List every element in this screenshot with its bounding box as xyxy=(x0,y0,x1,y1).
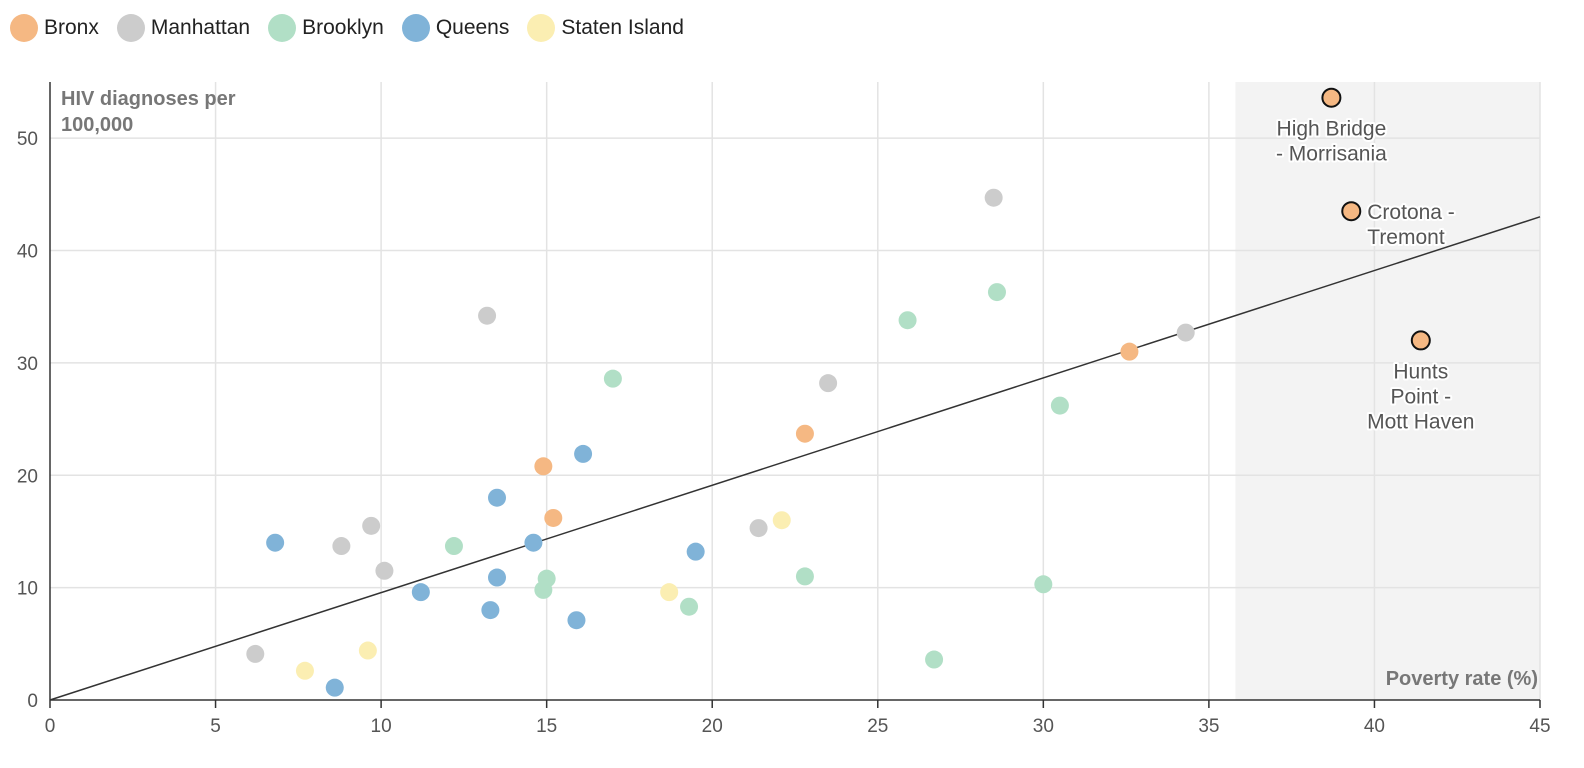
point-queens[interactable] xyxy=(686,542,705,561)
legend-swatch xyxy=(527,14,556,42)
legend-item-bronx[interactable]: Bronx xyxy=(10,14,99,42)
point-manhattan[interactable] xyxy=(749,519,768,538)
x-tick-label: 5 xyxy=(210,716,221,737)
legend-item-staten-island[interactable]: Staten Island xyxy=(527,14,684,42)
annotation-line: - Morrisania xyxy=(1276,143,1387,166)
point-manhattan[interactable] xyxy=(246,644,265,663)
annotation-line: Point - xyxy=(1390,385,1451,408)
point-manhattan[interactable] xyxy=(984,188,1003,207)
y-tick-label: 40 xyxy=(17,242,38,263)
point-brooklyn[interactable] xyxy=(925,650,944,669)
point-brooklyn[interactable] xyxy=(537,569,556,588)
annotation-label: Hunts Point -Mott Haven xyxy=(1367,360,1474,433)
point-queens[interactable] xyxy=(266,533,285,552)
y-tick-label: 0 xyxy=(27,691,38,712)
x-tick-label: 0 xyxy=(45,716,56,737)
highlighted-point[interactable] xyxy=(1410,330,1431,351)
y-axis-title-line2: 100,000 xyxy=(61,114,133,136)
y-tick-label: 10 xyxy=(17,579,38,600)
x-tick-label: 35 xyxy=(1198,716,1219,737)
x-tick-label: 30 xyxy=(1033,716,1054,737)
x-axis-title: Poverty rate (%) xyxy=(1386,668,1538,690)
point-manhattan[interactable] xyxy=(478,306,497,325)
annotations-layer: High Bridge - Morrisania Crotona -Tremont H… xyxy=(1274,116,1477,436)
point-bronx[interactable] xyxy=(534,457,553,476)
highlighted-point[interactable] xyxy=(1341,201,1362,222)
annotation-line: Mott Haven xyxy=(1367,410,1474,433)
annotation-label: Crotona -Tremont xyxy=(1367,201,1455,249)
trend-line-layer xyxy=(49,216,1541,701)
annotation-line: High Bridge xyxy=(1277,118,1387,141)
point-brooklyn[interactable] xyxy=(444,537,463,556)
legend-label: Brooklyn xyxy=(302,16,384,39)
legend-item-brooklyn[interactable]: Brooklyn xyxy=(268,14,384,42)
point-manhattan[interactable] xyxy=(332,537,351,556)
point-manhattan[interactable] xyxy=(362,516,381,535)
legend-swatch xyxy=(10,14,38,42)
axis-layer: 0 5 10 15 20 25 30 35 40 45 0 10 20 30 40 50 xyxy=(17,82,1551,737)
highlighted-point[interactable] xyxy=(1321,87,1342,108)
point-manhattan[interactable] xyxy=(1176,323,1195,342)
annotation-label: High Bridge - Morrisania xyxy=(1276,118,1387,166)
point-brooklyn[interactable] xyxy=(987,283,1006,302)
y-tick-label: 20 xyxy=(17,466,38,487)
point-bronx[interactable] xyxy=(795,424,814,443)
point-queens[interactable] xyxy=(411,583,430,602)
legend-label: Manhattan xyxy=(150,16,251,39)
y-tick-label: 30 xyxy=(17,354,38,375)
legend-label: Staten Island xyxy=(561,16,684,39)
point-bronx[interactable] xyxy=(1120,342,1139,361)
annotation-line: Tremont xyxy=(1367,226,1445,249)
point-manhattan[interactable] xyxy=(375,561,394,580)
trend-line xyxy=(49,216,1541,701)
shaded-region xyxy=(1235,82,1540,700)
point-staten-island[interactable] xyxy=(772,511,791,530)
legend-swatch xyxy=(116,14,145,42)
x-tick-label: 40 xyxy=(1364,716,1385,737)
point-queens[interactable] xyxy=(481,601,500,620)
x-tick-label: 10 xyxy=(371,716,392,737)
legend: Bronx Manhattan Brooklyn Queens Staten Islan… xyxy=(10,12,702,44)
point-brooklyn[interactable] xyxy=(898,311,917,330)
y-axis-title: HIV diagnoses per xyxy=(61,88,236,110)
point-queens[interactable] xyxy=(488,568,506,587)
point-staten-island[interactable] xyxy=(660,583,679,602)
point-brooklyn[interactable] xyxy=(795,567,814,586)
point-brooklyn[interactable] xyxy=(1034,575,1053,594)
legend-label: Queens xyxy=(435,16,510,39)
point-brooklyn[interactable] xyxy=(1050,396,1069,415)
point-queens[interactable] xyxy=(574,444,593,463)
point-staten-island[interactable] xyxy=(295,661,314,680)
legend-swatch xyxy=(268,14,297,42)
annotation-line: Crotona - xyxy=(1367,201,1455,224)
shaded-region-layer xyxy=(1235,82,1540,700)
x-tick-label: 20 xyxy=(702,716,723,737)
legend-item-manhattan[interactable]: Manhattan xyxy=(116,14,251,42)
y-tick-label: 50 xyxy=(17,129,38,150)
point-queens[interactable] xyxy=(524,533,543,552)
point-manhattan[interactable] xyxy=(819,374,838,393)
point-bronx[interactable] xyxy=(544,508,563,527)
point-brooklyn[interactable] xyxy=(680,597,699,616)
point-queens[interactable] xyxy=(325,678,344,697)
legend-item-queens[interactable]: Queens xyxy=(401,14,510,42)
x-tick-label: 15 xyxy=(536,716,557,737)
legend-label: Bronx xyxy=(44,16,99,39)
point-staten-island[interactable] xyxy=(358,641,377,660)
point-queens[interactable] xyxy=(488,488,506,507)
point-queens[interactable] xyxy=(567,611,586,630)
points-layer xyxy=(246,87,1431,697)
annotation-line: Hunts xyxy=(1393,360,1448,383)
x-tick-label: 25 xyxy=(867,716,888,737)
x-tick-label: 45 xyxy=(1529,716,1550,737)
point-brooklyn[interactable] xyxy=(603,369,622,388)
legend-swatch xyxy=(401,14,430,42)
